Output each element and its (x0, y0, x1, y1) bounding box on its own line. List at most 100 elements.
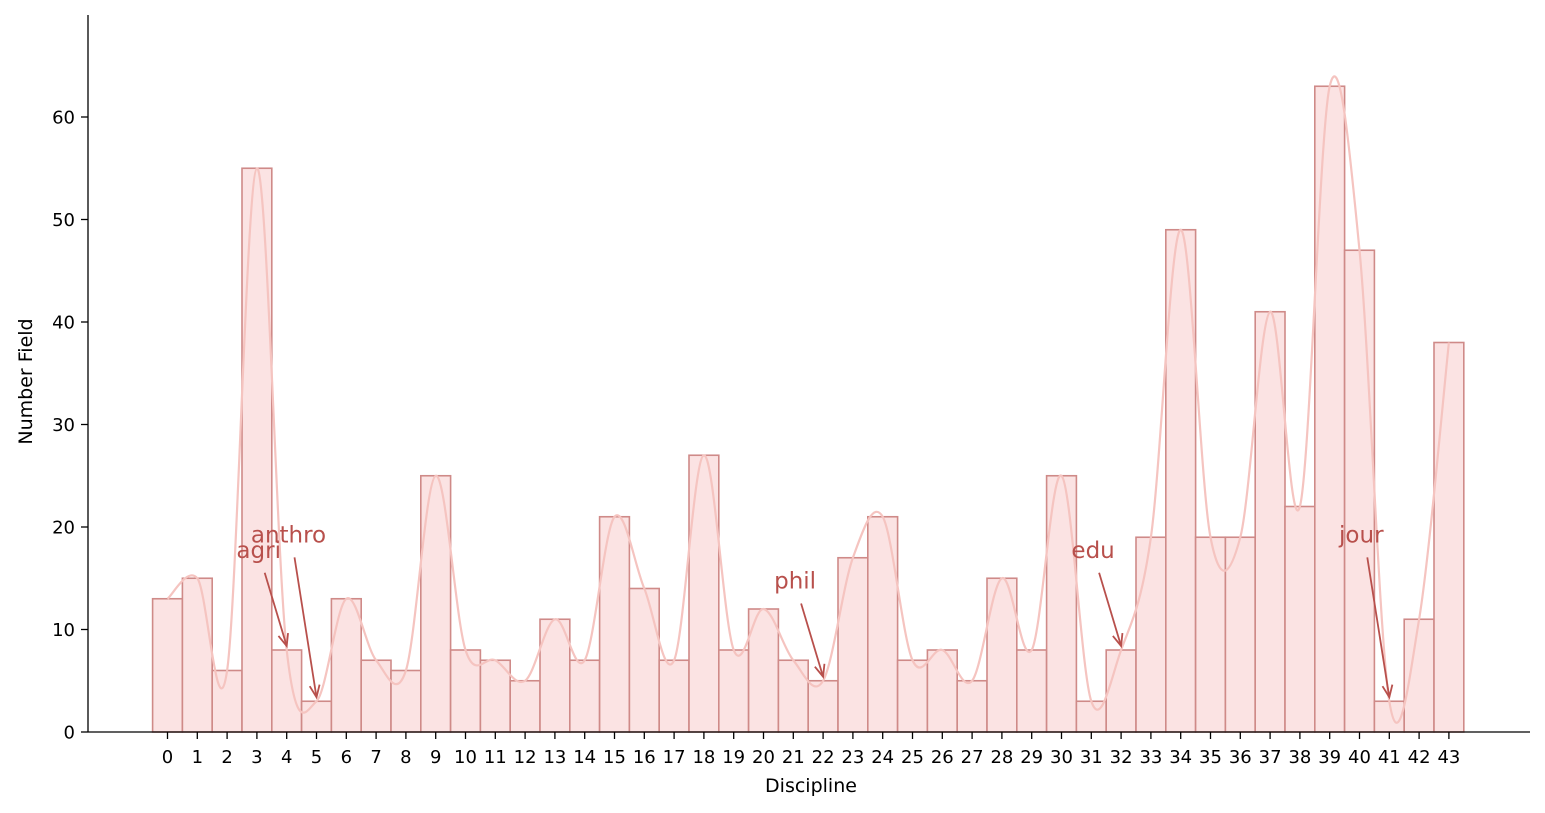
x-tick-label-8: 8 (400, 747, 411, 768)
x-tick-label-34: 34 (1169, 747, 1192, 768)
x-tick-label-28: 28 (990, 747, 1013, 768)
x-tick-label-21: 21 (782, 747, 805, 768)
x-tick-label-42: 42 (1408, 747, 1431, 768)
annotation-anthro: anthro (251, 522, 326, 548)
bar-35 (1194, 536, 1227, 733)
bar-40 (1343, 249, 1376, 733)
x-tick-label-29: 29 (1020, 747, 1043, 768)
x-tick-label-11: 11 (484, 747, 507, 768)
bar-15 (598, 515, 631, 733)
x-tick-label-12: 12 (514, 747, 537, 768)
y-tick-label-0: 0 (64, 723, 75, 744)
annotation-arrow-agri (263, 572, 288, 647)
annotation-arrowhead-phil (814, 663, 826, 679)
x-tick-label-33: 33 (1139, 747, 1162, 768)
bar-20 (747, 608, 780, 733)
x-tick-label-26: 26 (931, 747, 954, 768)
bar-5 (300, 700, 333, 733)
x-tick-label-25: 25 (901, 747, 924, 768)
bar-17 (658, 659, 690, 733)
bar-1 (181, 577, 213, 733)
annotation-arrowhead-edu (1112, 632, 1124, 649)
x-tick-label-20: 20 (752, 747, 775, 768)
x-tick-label-15: 15 (603, 747, 626, 768)
annotation-arrow-jour (1366, 557, 1391, 698)
bar-36 (1224, 536, 1257, 733)
x-tick-label-24: 24 (871, 747, 894, 768)
axes-group (87, 15, 1530, 733)
x-tick-label-38: 38 (1288, 747, 1311, 768)
y-tick-label-50: 50 (52, 210, 75, 231)
x-tick-label-2: 2 (221, 747, 232, 768)
annotation-arrow-anthro (293, 557, 318, 698)
annotation-arrowhead-anthro (308, 684, 321, 700)
x-tick-label-37: 37 (1259, 747, 1282, 768)
bar-4 (270, 649, 303, 733)
bars-group (151, 85, 1465, 733)
x-tick-label-22: 22 (812, 747, 835, 768)
x-tick-label-41: 41 (1378, 747, 1401, 768)
x-tick-label-18: 18 (692, 747, 715, 768)
x-tick-label-17: 17 (663, 747, 686, 768)
x-tick-label-23: 23 (841, 747, 864, 768)
x-tick-label-7: 7 (370, 747, 381, 768)
bar-39 (1314, 85, 1346, 733)
x-tick-label-4: 4 (281, 747, 292, 768)
y-ticks-group: 0 10 20 30 40 50 60 (52, 108, 88, 744)
x-tick-label-6: 6 (341, 747, 352, 768)
y-tick-label-40: 40 (52, 313, 75, 334)
bar-22 (807, 679, 839, 733)
x-tick-label-14: 14 (573, 747, 596, 768)
bar-25 (896, 659, 929, 733)
bar-27 (956, 679, 988, 733)
bar-32 (1105, 649, 1137, 733)
bar-21 (777, 659, 810, 733)
y-tick-label-60: 60 (52, 108, 75, 129)
series-line (166, 75, 1450, 724)
x-tick-label-9: 9 (430, 747, 441, 768)
x-tick-label-32: 32 (1110, 747, 1133, 768)
x-tick-label-43: 43 (1437, 747, 1460, 768)
x-tick-label-0: 0 (162, 747, 173, 768)
x-ticks-group: 0 1 2 3 4 5 6 7 8 9 10 11 12 13 14 15 16 17 18 19 20 21 22 23 24… (162, 732, 1460, 768)
annotation-edu: edu (1071, 538, 1114, 564)
x-tick-label-35: 35 (1199, 747, 1222, 768)
annotation-arrow-edu (1098, 572, 1122, 647)
annotation-arrowhead-agri (277, 632, 289, 649)
bar-10 (449, 649, 482, 733)
bar-24 (866, 515, 899, 733)
bar-3 (241, 167, 273, 733)
bar-0 (151, 597, 184, 733)
annotation-phil: phil (774, 569, 816, 595)
x-tick-label-36: 36 (1229, 747, 1252, 768)
annotation-jour: jour (1338, 522, 1384, 548)
x-tick-label-13: 13 (543, 747, 566, 768)
x-tick-label-3: 3 (251, 747, 262, 768)
annotation-arrowhead-jour (1381, 684, 1394, 700)
annotation-arrow-phil (800, 603, 824, 678)
annotation-agri: agri (236, 538, 281, 564)
x-tick-label-30: 30 (1050, 747, 1073, 768)
y-tick-label-20: 20 (52, 518, 75, 539)
bar-23 (837, 556, 869, 733)
x-tick-label-39: 39 (1318, 747, 1341, 768)
bar-33 (1135, 536, 1167, 733)
y-tick-label-30: 30 (52, 415, 75, 436)
x-axis-label: Discipline (765, 775, 857, 797)
x-tick-label-10: 10 (454, 747, 477, 768)
x-tick-label-27: 27 (961, 747, 984, 768)
x-tick-label-16: 16 (633, 747, 656, 768)
bar-42 (1403, 618, 1435, 733)
x-tick-label-1: 1 (192, 747, 203, 768)
x-tick-label-40: 40 (1348, 747, 1371, 768)
bar-19 (717, 649, 750, 733)
x-tick-label-31: 31 (1080, 747, 1103, 768)
bar-14 (568, 659, 601, 733)
x-tick-label-5: 5 (311, 747, 322, 768)
bar-12 (509, 679, 541, 733)
y-axis-label: Number Field (15, 318, 37, 444)
bar-16 (628, 587, 661, 733)
bar-6 (330, 597, 362, 733)
